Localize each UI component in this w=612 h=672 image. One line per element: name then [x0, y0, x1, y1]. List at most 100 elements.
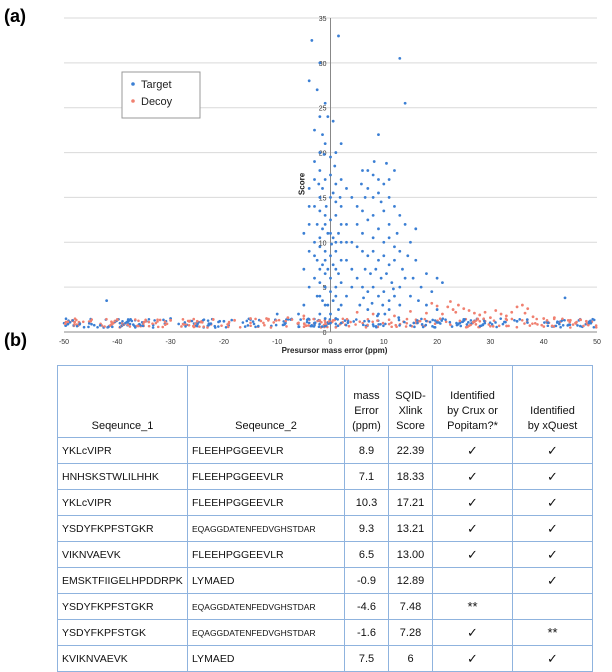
x-tick-label: -20: [219, 339, 229, 346]
decoy-point: [277, 318, 281, 322]
target-point: [213, 324, 217, 328]
mass-error-cell: 7.5: [344, 645, 389, 672]
score-cell: 7.48: [388, 593, 433, 620]
decoy-point: [73, 323, 76, 326]
decoy-point: [136, 324, 140, 328]
target-point: [398, 56, 402, 60]
target-point: [334, 285, 338, 289]
target-point: [393, 169, 396, 172]
decoy-point: [156, 325, 160, 329]
decoy-point: [269, 326, 273, 329]
target-point: [337, 272, 340, 276]
target-point: [350, 267, 354, 271]
xquest-cell: ✓: [512, 463, 593, 490]
x-tick-label: 20: [433, 339, 441, 346]
target-point: [323, 285, 327, 289]
target-point: [343, 319, 347, 322]
decoy-point: [263, 323, 266, 327]
table-row: HNHSKSTWLILHHK FLEEHPGGEEVLR 7.1 18.33 ✓ ✓: [57, 463, 593, 490]
target-point: [282, 320, 286, 323]
target-point: [358, 303, 362, 307]
target-point: [414, 227, 418, 231]
decoy-point: [561, 317, 564, 321]
score-cell: 17.21: [388, 489, 433, 516]
legend-box: [121, 71, 201, 119]
target-point: [162, 318, 165, 322]
sequence-2-cell: FLEEHPGGEEVLR: [187, 463, 345, 490]
y-tick-label: 0: [323, 330, 327, 337]
target-point: [433, 325, 436, 329]
decoy-point: [227, 321, 231, 325]
target-point: [324, 205, 328, 208]
target-point: [147, 317, 151, 321]
target-point: [318, 196, 322, 199]
decoy-point: [531, 322, 534, 325]
decoy-point: [520, 303, 524, 307]
y-axis-label: Score: [298, 172, 307, 195]
target-point: [495, 325, 498, 329]
decoy-point: [469, 323, 472, 327]
column-header-line: (ppm): [352, 420, 381, 432]
target-point: [441, 317, 445, 320]
target-point: [499, 317, 503, 320]
target-point: [334, 294, 338, 298]
decoy-point: [147, 324, 151, 328]
column-header: Identified by Crux or Popitam?*: [432, 365, 513, 438]
target-point: [129, 317, 132, 321]
target-point: [329, 155, 332, 159]
decoy-point: [128, 325, 132, 328]
target-point: [413, 325, 416, 329]
decoy-point: [473, 311, 476, 315]
target-point: [387, 236, 391, 240]
target-point: [345, 240, 348, 244]
sequence-2-cell: FLEEHPGGEEVLR: [187, 489, 345, 516]
decoy-point: [193, 322, 197, 326]
target-point: [377, 323, 380, 326]
target-point: [591, 317, 594, 321]
target-point: [431, 318, 434, 322]
target-point: [543, 321, 546, 324]
target-point: [382, 209, 386, 213]
target-point: [336, 324, 340, 328]
x-tick-label: -50: [59, 339, 69, 346]
target-point: [567, 323, 570, 327]
target-point: [245, 319, 249, 323]
decoy-point: [523, 322, 526, 325]
target-point: [326, 115, 330, 119]
xquest-cell: ✓: [512, 437, 593, 464]
target-point: [302, 231, 306, 235]
target-point: [313, 254, 316, 258]
decoy-point: [147, 320, 151, 324]
decoy-point: [249, 317, 252, 320]
mass-error-cell: 9.3: [344, 515, 389, 542]
target-point: [323, 303, 327, 307]
table-row: EMSKTFIIGELHPDDRPK LYMAED -0.9 12.89 ✓: [57, 567, 593, 594]
target-point: [371, 285, 375, 289]
target-point: [393, 294, 396, 298]
mass-error-cell: 8.9: [344, 437, 389, 464]
target-point: [411, 276, 415, 280]
crux-popitam-cell: ✓: [432, 437, 513, 464]
target-point: [339, 281, 343, 285]
target-point: [360, 182, 363, 186]
column-header-line: Identified: [450, 390, 495, 402]
target-point: [190, 319, 194, 323]
target-point: [330, 242, 333, 246]
sequence-1-cell: YSDYFKPFSTGKR: [57, 515, 188, 542]
target-point: [254, 325, 257, 329]
target-point: [387, 178, 391, 181]
decoy-point: [126, 323, 130, 327]
column-header-line: Xlink: [398, 405, 423, 417]
decoy-point: [297, 321, 300, 325]
y-tick-label: 10: [319, 240, 327, 247]
chart-legend: Target Decoy: [121, 71, 201, 119]
target-point: [363, 319, 366, 323]
target-point: [526, 321, 529, 324]
decoy-point: [510, 317, 514, 321]
target-point: [377, 227, 380, 231]
target-point: [87, 325, 90, 329]
table-row: VIKNVAEVK FLEEHPGGEEVLR 6.5 13.00 ✓ ✓: [57, 541, 593, 568]
target-point: [439, 322, 442, 325]
target-point: [398, 249, 402, 253]
target-point: [329, 218, 332, 222]
